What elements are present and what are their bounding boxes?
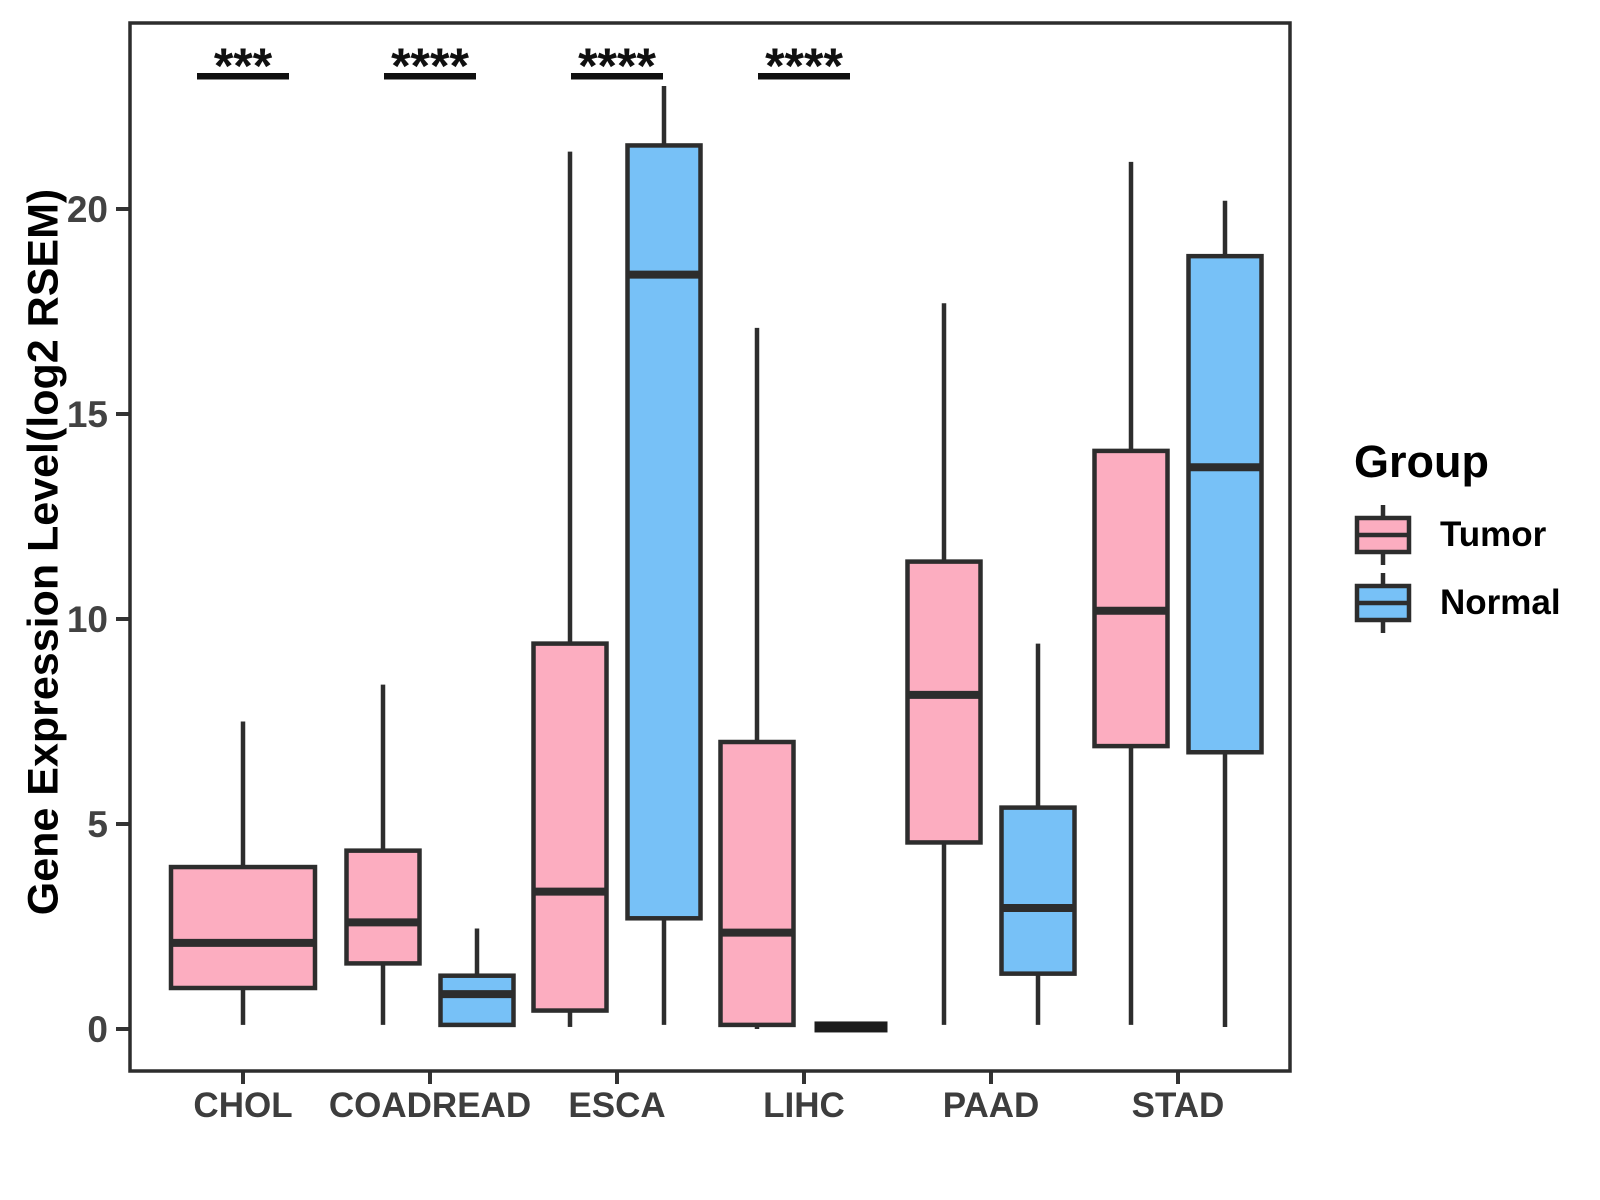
box-ESCA-Tumor <box>531 151 609 1027</box>
legend-entry-normal: Normal <box>1352 570 1561 636</box>
iqr-box <box>905 559 983 845</box>
y-tick-label: 20 <box>67 189 108 230</box>
x-axis: CHOL COADREAD ESCA LIHC PAAD STAD <box>193 1071 1224 1125</box>
svg-text:***: *** <box>214 38 273 94</box>
box-COADREAD-Normal <box>438 928 516 1028</box>
legend-title: Group <box>1354 436 1489 487</box>
legend-entry-tumor: Tumor <box>1352 502 1561 568</box>
box-PAAD-Normal <box>999 643 1077 1025</box>
x-tick-label-LIHC: LIHC <box>763 1086 845 1125</box>
svg-text:****: **** <box>765 38 843 94</box>
iqr-box <box>168 864 318 991</box>
significance-CHOL: *** <box>197 38 289 94</box>
y-tick-label: 5 <box>87 804 108 845</box>
x-tick-label-ESCA: ESCA <box>568 1086 665 1125</box>
box-COADREAD-Tumor <box>344 684 422 1025</box>
svg-text:****: **** <box>391 38 469 94</box>
legend-entry-label-normal: Normal <box>1440 583 1561 622</box>
iqr-box <box>718 739 796 1028</box>
x-tick-label-COADREAD: COADREAD <box>329 1086 531 1125</box>
panel-border <box>128 21 1292 1073</box>
legend-entry-label-tumor: Tumor <box>1440 515 1547 554</box>
x-tick-label-PAAD: PAAD <box>943 1086 1040 1125</box>
svg-text:****: **** <box>578 38 656 94</box>
iqr-box <box>438 973 516 1028</box>
box-CHOL-Tumor <box>168 721 318 1025</box>
box-ESCA-Normal <box>625 86 703 1025</box>
iqr-box <box>625 143 703 921</box>
box-STAD-Tumor <box>1092 161 1170 1025</box>
x-tick-label-STAD: STAD <box>1132 1086 1225 1125</box>
box-STAD-Normal <box>1186 200 1264 1027</box>
box-LIHC-Tumor <box>718 327 796 1029</box>
iqr-box <box>1186 253 1264 755</box>
y-axis: 0 5 10 15 20 <box>67 189 130 1050</box>
y-tick-label: 10 <box>67 599 108 640</box>
tumor-boxplot-key-icon <box>1354 505 1412 565</box>
y-tick-label: 15 <box>67 394 108 435</box>
iqr-box <box>1092 448 1170 749</box>
legend: Group Tumor Normal <box>1352 436 1561 638</box>
normal-boxplot-key-icon <box>1354 573 1412 633</box>
significance-LIHC: **** <box>758 38 850 94</box>
y-tick-label: 0 <box>87 1009 108 1050</box>
significance-ESCA: **** <box>571 38 663 94</box>
flat-median-bar <box>814 1021 888 1033</box>
box-PAAD-Tumor <box>905 303 983 1025</box>
iqr-box <box>531 641 609 1013</box>
box-LIHC-Normal <box>814 1021 888 1033</box>
y-axis-title: Gene Expression Level(log2 RSEM) <box>19 188 68 916</box>
iqr-box <box>999 805 1077 976</box>
iqr-box <box>344 848 422 966</box>
significance-COADREAD: **** <box>384 38 476 94</box>
x-tick-label-CHOL: CHOL <box>193 1086 292 1125</box>
